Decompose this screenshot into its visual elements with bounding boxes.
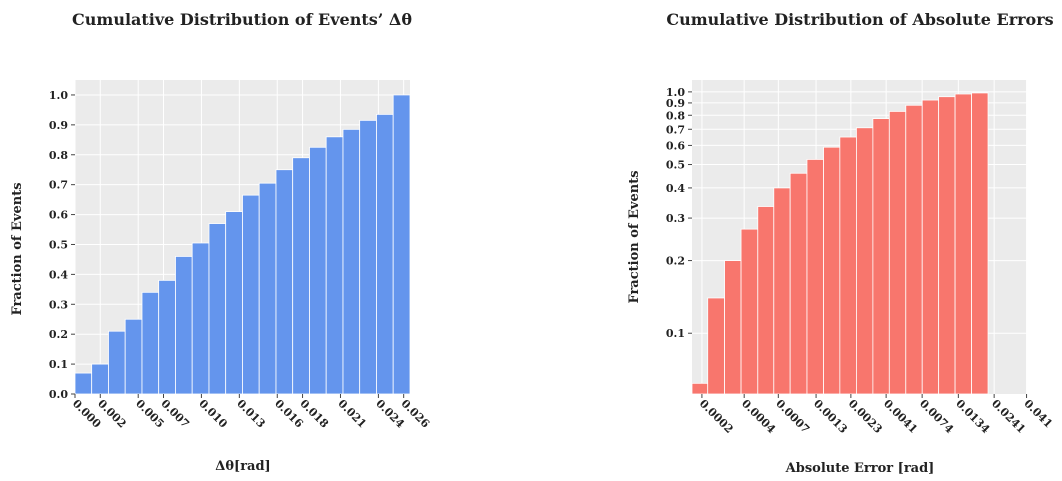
x-tick-label: 0.0041 [881,397,920,436]
bar [954,93,972,395]
y-tick-label: 0.2 [49,328,68,341]
chart2-title: Cumulative Distribution of Absolute Erro… [666,10,1053,29]
bar [757,206,775,395]
chart-absolute-errors: Cumulative Distribution of Absolute Erro… [627,10,1055,476]
x-tick-label: 0.0074 [917,397,956,436]
y-tick-label: 0.7 [49,179,68,192]
x-tick-label: 0.002 [95,397,129,431]
x-tick-label: 0.026 [399,397,433,431]
y-tick-label: 0.2 [666,255,685,268]
bar [74,372,93,395]
chart1-bars [74,94,411,395]
chart1-y-ticks: 0.0 0.1 0.2 0.3 0.4 0.5 0.6 0.7 0.8 0.9 1.0 [49,89,75,401]
bar [242,194,260,395]
bar [724,260,742,395]
y-tick-label: 0.1 [49,358,68,371]
bar [773,187,791,395]
x-tick-label: 0.0004 [739,397,778,436]
chart2-bars [691,92,989,395]
y-tick-label: 1.0 [49,89,68,102]
x-tick-label: 0.010 [196,397,230,431]
bar [258,182,277,395]
y-tick-label: 0.5 [666,159,685,172]
bar [91,363,109,395]
bar [971,92,989,395]
y-tick-label: 0.6 [666,139,685,152]
y-tick-label: 0.7 [666,123,685,136]
x-tick-label: 0.0134 [953,397,992,436]
bar [938,96,956,395]
bar [124,318,143,395]
bar [158,279,176,395]
x-tick-label: 0.0002 [697,397,736,436]
y-tick-label: 0.9 [666,97,685,110]
y-tick-label: 0.5 [49,238,68,251]
bar [376,113,394,395]
bar [175,256,193,395]
y-tick-label: 0.4 [666,182,685,195]
bar [839,136,857,395]
y-tick-label: 0.1 [666,327,685,340]
bar [191,242,210,395]
bar [691,382,709,395]
y-tick-label: 1.0 [666,86,685,99]
x-tick-label: 0.013 [234,397,268,431]
bar [806,159,824,395]
x-tick-label: 0.0013 [811,397,850,436]
chart1-title: Cumulative Distribution of Events’ Δθ [72,10,412,29]
y-tick-label: 0.0 [49,388,68,401]
bar [325,136,344,395]
chart1-x-axis-label: Δθ[rad] [215,459,270,474]
y-tick-label: 0.8 [49,149,68,162]
chart1-y-axis-label: Fraction of Events [10,182,25,315]
chart2-y-axis-label: Fraction of Events [627,170,642,303]
bar [359,119,377,395]
chart2-x-axis-label: Absolute Error [rad] [785,461,935,476]
y-tick-label: 0.3 [666,212,685,225]
x-tick-label: 0.021 [335,397,369,431]
y-tick-label: 0.3 [49,298,68,311]
bar [342,128,361,395]
bar [392,94,411,395]
y-tick-label: 0.9 [49,119,68,132]
bar [275,169,294,395]
bar [292,157,310,395]
chart2-x-ticks: 0.0002 0.00040.00070.00130.00230.00410.00… [697,394,1055,436]
y-tick-label: 0.6 [49,209,68,222]
y-tick-label: 0.4 [49,268,68,281]
bar [707,297,725,395]
bar [108,330,126,395]
bar [921,99,940,395]
bar [208,223,227,395]
bar [789,172,808,395]
x-tick-label: 0.0007 [773,397,812,436]
bar [309,146,327,395]
bar [856,127,874,395]
y-tick-label: 0.8 [666,109,685,122]
bar [823,146,841,395]
bar [225,211,243,395]
bar [740,228,759,395]
bar [905,104,923,395]
chart-delta-theta: Cumulative Distribution of Events’ Δθ 0.… [10,10,432,474]
x-tick-label: 0.0023 [846,397,885,436]
x-tick-label: 0.018 [297,397,331,431]
bar [141,291,160,395]
x-tick-label: 0.0241 [989,397,1028,436]
chart2-y-ticks: 0.1 0.2 0.3 0.4 0.5 0.6 0.70.80.91.0 [666,86,692,340]
x-tick-label: 0.007 [158,397,192,431]
bar [888,111,907,395]
bar [872,118,890,395]
